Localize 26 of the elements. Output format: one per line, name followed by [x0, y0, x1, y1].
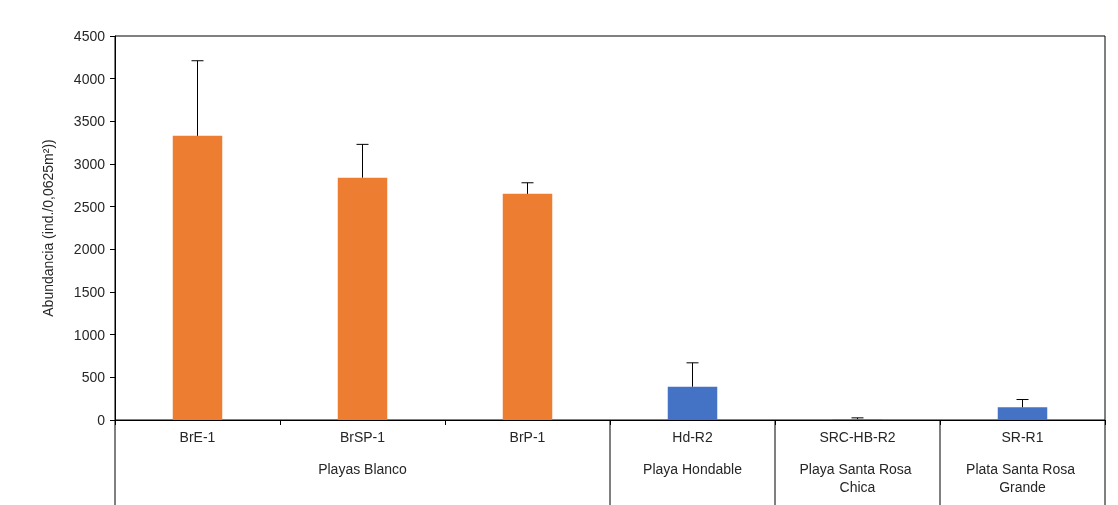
bar: [997, 407, 1048, 420]
y-axis-title: Abundancia (ind./0,0625m²)): [40, 139, 56, 317]
x-tick-label: SR-R1: [1001, 429, 1044, 445]
y-tick-label: 0: [97, 412, 106, 428]
bar: [502, 193, 553, 420]
y-tick-label: 4500: [73, 28, 106, 44]
text: Playa Santa Rosa Chica: [799, 461, 916, 495]
bar: [172, 135, 223, 420]
y-tick-label: 3500: [73, 113, 106, 130]
y-tick-label: 2500: [73, 198, 106, 215]
y-tick-label: 500: [81, 369, 106, 386]
y-tick-label: 4000: [73, 70, 106, 87]
x-tick-label: BrP-1: [509, 429, 546, 445]
x-tick-label: Hd-R2: [672, 429, 713, 445]
y-tick-label: 2000: [73, 241, 106, 258]
x-tick-label: BrSP-1: [339, 429, 386, 445]
y-tick-label: 1000: [73, 326, 106, 343]
x-tick-label: BrE-1: [179, 429, 216, 445]
text: Plata Santa Rosa Grande: [966, 461, 1079, 495]
y-tick-label: 1500: [73, 284, 106, 300]
x-tick-label: SRC-HB-R2: [819, 429, 896, 445]
y-tick-label: 3000: [73, 156, 106, 172]
text: Playa Hondable: [643, 461, 743, 477]
bar: [337, 177, 388, 420]
bar: [667, 386, 718, 420]
text: Playas Blanco: [318, 461, 408, 477]
